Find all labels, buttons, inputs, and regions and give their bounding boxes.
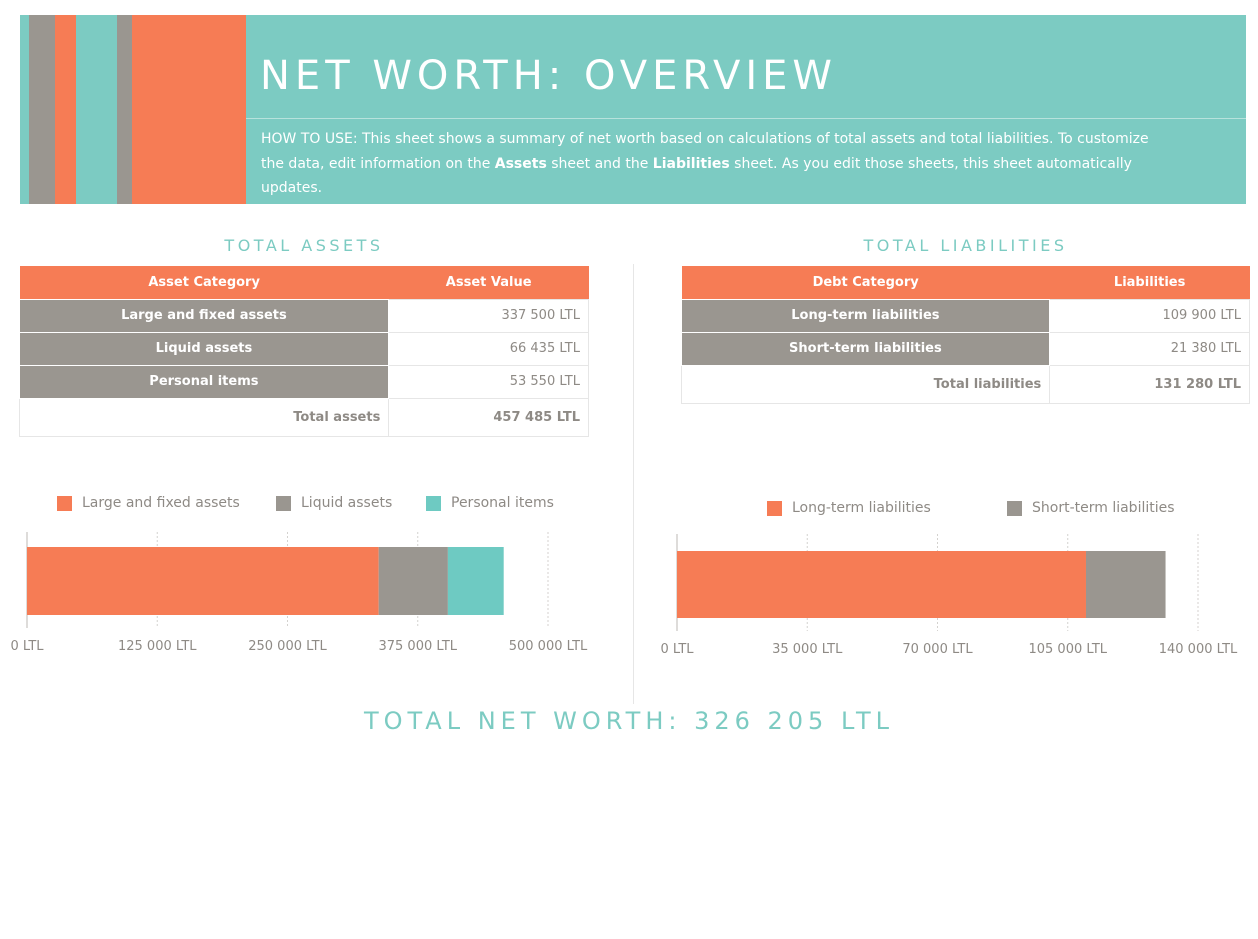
- x-tick-label: 35 000 LTL: [772, 642, 843, 657]
- legend-swatch: [1007, 500, 1022, 516]
- liabilities-chart-svg: 0 LTL 35 000 LTL 70 000 LTL 105 000 LTL 140 …: [660, 534, 1238, 657]
- howto-text-prefix: HOW TO USE: This sheet shows a summary o…: [261, 131, 1149, 172]
- header-banner: NET WORTH: OVERVIEW HOW TO USE: This she…: [20, 15, 1246, 204]
- legend-swatch: [426, 495, 441, 511]
- assets-chart-svg: 0 LTL 125 000 LTL 250 000 LTL 375 000 LTL 50…: [10, 532, 588, 654]
- debt-category-cell[interactable]: Short-term liabilities: [681, 331, 1051, 366]
- x-tick-label: 0 LTL: [10, 639, 44, 654]
- liability-value-cell[interactable]: 21 380 LTL: [1049, 331, 1250, 366]
- legend-label: Short-term liabilities: [1032, 500, 1175, 516]
- banner-stripe: [117, 15, 132, 204]
- banner-stripe: [132, 15, 246, 204]
- legend-label: Personal items: [451, 495, 554, 511]
- total-liabilities-heading: TOTAL LIABILITIES: [863, 236, 1068, 255]
- asset-value-header[interactable]: Asset Value: [388, 266, 589, 299]
- bar-segment: [378, 547, 448, 615]
- legend-item: Large and fixed assets: [57, 495, 240, 511]
- howto-text-suffix: sheet. As you edit those sheets, this sh…: [261, 155, 1132, 197]
- assets-bar-chart: 0 LTL 125 000 LTL 250 000 LTL 375 000 LTL 50…: [0, 528, 600, 658]
- legend-swatch: [57, 495, 72, 511]
- liabilities-sheet-reference: Liabilities: [652, 155, 730, 172]
- howto-text-middle: sheet and the: [546, 155, 653, 172]
- bar-segment: [27, 547, 379, 615]
- x-tick-label: 125 000 LTL: [118, 639, 197, 654]
- banner-divider: [246, 118, 1246, 119]
- page-title: NET WORTH: OVERVIEW: [260, 53, 837, 99]
- legend-swatch: [767, 500, 782, 516]
- bar-segment: [1085, 551, 1166, 618]
- asset-value-cell[interactable]: 66 435 LTL: [388, 331, 589, 366]
- bar-segment: [447, 547, 504, 615]
- assets-sheet-reference: Assets: [494, 155, 547, 172]
- x-tick-label: 250 000 LTL: [248, 639, 327, 654]
- table-row: Liquid assets 66 435 LTL: [19, 331, 589, 366]
- liabilities-chart-legend: Long-term liabilities Short-term liabili…: [767, 500, 1227, 518]
- asset-value-cell[interactable]: 337 500 LTL: [388, 298, 589, 333]
- asset-value-cell[interactable]: 53 550 LTL: [388, 364, 589, 399]
- x-tick-label: 140 000 LTL: [1159, 642, 1238, 657]
- banner-stripe: [29, 15, 55, 204]
- assets-table-header: Asset Category Asset Value: [19, 266, 589, 299]
- total-assets-value[interactable]: 457 485 LTL: [388, 397, 589, 437]
- bar-segment: [677, 551, 1086, 618]
- table-row: Personal items 53 550 LTL: [19, 364, 589, 399]
- x-tick-label: 0 LTL: [660, 642, 694, 657]
- x-tick-label: 375 000 LTL: [378, 639, 457, 654]
- total-liabilities-value[interactable]: 131 280 LTL: [1049, 364, 1250, 404]
- banner-stripe: [20, 15, 29, 204]
- x-tick-label: 105 000 LTL: [1028, 642, 1107, 657]
- debt-category-header[interactable]: Debt Category: [681, 266, 1050, 299]
- banner-stripe: [55, 15, 76, 204]
- legend-swatch: [276, 495, 291, 511]
- table-row: Large and fixed assets 337 500 LTL: [19, 298, 589, 333]
- banner-stripe: [76, 15, 117, 204]
- legend-item: Long-term liabilities: [767, 500, 931, 516]
- legend-label: Long-term liabilities: [792, 500, 931, 516]
- assets-chart-legend: Large and fixed assets Liquid assets Per…: [57, 495, 577, 513]
- asset-category-cell[interactable]: Large and fixed assets: [19, 298, 390, 333]
- legend-label: Liquid assets: [301, 495, 393, 511]
- debt-category-cell[interactable]: Long-term liabilities: [681, 298, 1051, 333]
- legend-label: Large and fixed assets: [82, 495, 240, 511]
- liabilities-header[interactable]: Liabilities: [1049, 266, 1250, 299]
- asset-category-header[interactable]: Asset Category: [19, 266, 389, 299]
- x-tick-label: 500 000 LTL: [509, 639, 588, 654]
- total-assets-label[interactable]: Total assets: [18, 397, 390, 437]
- table-row: Long-term liabilities 109 900 LTL: [681, 298, 1250, 333]
- liability-value-cell[interactable]: 109 900 LTL: [1049, 298, 1250, 333]
- total-liabilities-label[interactable]: Total liabilities: [680, 364, 1051, 404]
- total-assets-heading: TOTAL ASSETS: [224, 236, 384, 255]
- liabilities-table: Debt Category Liabilities Long-term liab…: [680, 266, 1250, 404]
- assets-table: Asset Category Asset Value Large and fix…: [18, 266, 589, 437]
- liabilities-total-row: Total liabilities 131 280 LTL: [680, 364, 1250, 404]
- total-net-worth: TOTAL NET WORTH: 326 205 LTL: [363, 707, 895, 735]
- legend-item: Personal items: [426, 495, 554, 511]
- asset-category-cell[interactable]: Personal items: [19, 364, 390, 399]
- x-tick-label: 70 000 LTL: [902, 642, 973, 657]
- section-divider: [633, 264, 634, 704]
- legend-item: Liquid assets: [276, 495, 392, 511]
- legend-item: Short-term liabilities: [1007, 500, 1175, 516]
- table-row: Short-term liabilities 21 380 LTL: [681, 331, 1250, 366]
- liabilities-table-header: Debt Category Liabilities: [681, 266, 1250, 299]
- liabilities-bar-chart: 0 LTL 35 000 LTL 70 000 LTL 105 000 LTL 140 …: [650, 530, 1250, 660]
- assets-total-row: Total assets 457 485 LTL: [18, 397, 589, 437]
- asset-category-cell[interactable]: Liquid assets: [19, 331, 390, 366]
- how-to-use-text: HOW TO USE: This sheet shows a summary o…: [261, 127, 1161, 201]
